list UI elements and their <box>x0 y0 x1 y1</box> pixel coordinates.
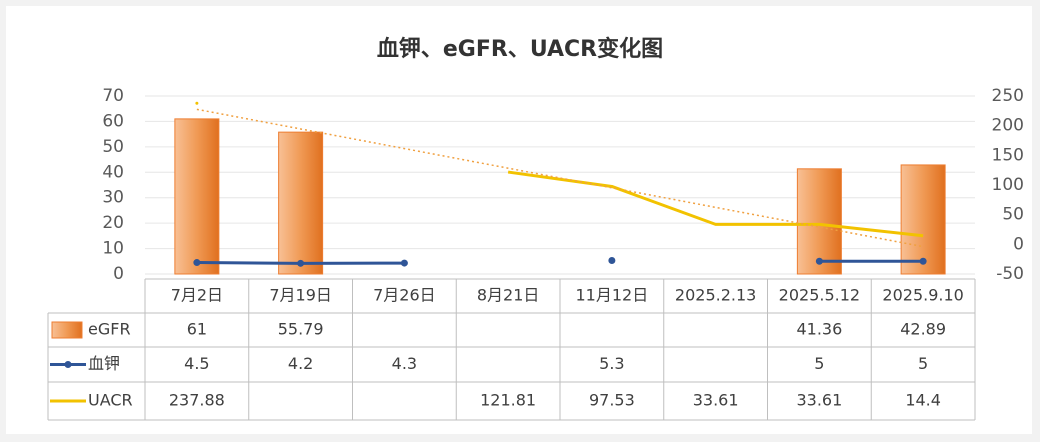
y-tick-label: 50 <box>102 137 124 157</box>
x-tick-label: 2025.2.13 <box>675 286 756 305</box>
legend-label: 血钾 <box>88 354 120 373</box>
chart-title: 血钾、eGFR、UACR变化图 <box>377 36 663 62</box>
x-tick-label: 7月2日 <box>171 286 223 305</box>
table-value: 33.61 <box>796 391 842 410</box>
table-value: 5.3 <box>599 354 624 373</box>
y2-tick-label: 150 <box>992 145 1024 165</box>
trendline <box>196 108 924 248</box>
table-value: 4.5 <box>184 354 209 373</box>
legend-label: UACR <box>88 391 133 410</box>
table-value: 33.61 <box>693 391 739 410</box>
y2-tick-label: -50 <box>996 264 1024 284</box>
table-value: 41.36 <box>796 320 842 339</box>
legend-key-marker <box>64 361 72 368</box>
table-value: 5 <box>814 354 824 373</box>
marker <box>297 259 305 267</box>
x-tick-label: 2025.5.12 <box>779 286 860 305</box>
y2-tick-label: 200 <box>992 116 1024 136</box>
table-value: 121.81 <box>480 391 536 410</box>
y-tick-label: 70 <box>102 86 124 106</box>
marker <box>400 259 408 267</box>
table-value: 97.53 <box>589 391 635 410</box>
legend-key <box>51 321 83 339</box>
bar <box>900 164 946 275</box>
bar <box>278 131 324 275</box>
table-value: 5 <box>918 354 928 373</box>
y-tick-label: 40 <box>102 162 124 182</box>
table-value: 61 <box>187 320 207 339</box>
table-value: 4.3 <box>392 354 417 373</box>
line <box>507 170 924 238</box>
x-tick-label: 7月26日 <box>373 286 436 305</box>
legend-label: eGFR <box>88 320 131 339</box>
y-tick-label: 0 <box>113 264 124 284</box>
marker <box>919 257 927 265</box>
y2-tick-label: 250 <box>992 86 1024 106</box>
y2-tick-label: 0 <box>1013 234 1024 254</box>
bar <box>174 118 220 275</box>
marker <box>815 257 823 265</box>
y2-tick-label: 50 <box>1002 205 1024 225</box>
table-value: 237.88 <box>169 391 225 410</box>
table-value: 4.2 <box>288 354 313 373</box>
x-tick-label: 2025.9.10 <box>882 286 963 305</box>
y-tick-label: 10 <box>102 239 124 259</box>
marker <box>193 259 201 267</box>
table-value: 14.4 <box>905 391 941 410</box>
x-tick-label: 11月12日 <box>576 286 649 305</box>
y-tick-label: 20 <box>102 213 124 233</box>
x-tick-label: 8月21日 <box>477 286 540 305</box>
chart-area <box>6 6 1032 434</box>
point <box>195 101 199 105</box>
y-tick-label: 30 <box>102 188 124 208</box>
table-value: 42.89 <box>900 320 946 339</box>
marker <box>608 257 616 265</box>
table-value: 55.79 <box>278 320 324 339</box>
y-tick-label: 60 <box>102 111 124 131</box>
y2-tick-label: 100 <box>992 175 1024 195</box>
x-tick-label: 7月19日 <box>269 286 332 305</box>
bar <box>796 168 842 275</box>
